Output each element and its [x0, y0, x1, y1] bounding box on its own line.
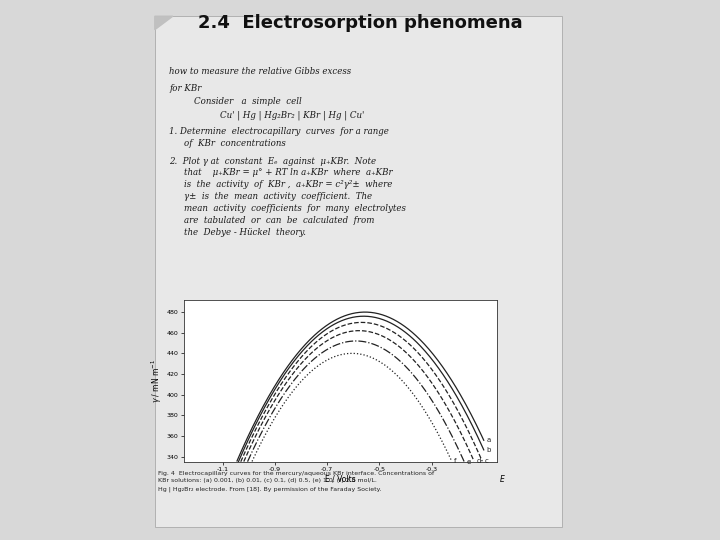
- Text: Cu' | Hg | Hg₂Br₂ | KBr | Hg | Cu': Cu' | Hg | Hg₂Br₂ | KBr | Hg | Cu': [220, 111, 364, 120]
- Text: KBr solutions: (a) 0.001, (b) 0.01, (c) 0.1, (d) 0.5, (e) 1.0, (f) 2.0 mol/L.: KBr solutions: (a) 0.001, (b) 0.01, (c) …: [158, 478, 377, 483]
- Text: that    μ₊KBr = μ° + RT ln a₊KBr  where  a₊KBr: that μ₊KBr = μ° + RT ln a₊KBr where a₊KB…: [184, 168, 392, 178]
- Text: c: c: [485, 458, 489, 464]
- Text: are  tabulated  or  can  be  calculated  from: are tabulated or can be calculated from: [184, 216, 374, 225]
- Text: Hg | Hg₂Br₂ electrode. From [18]. By permission of the Faraday Society.: Hg | Hg₂Br₂ electrode. From [18]. By per…: [158, 486, 382, 491]
- Text: mean  activity  coefficients  for  many  electrolytes: mean activity coefficients for many elec…: [184, 204, 405, 213]
- Text: e: e: [467, 458, 471, 465]
- Text: how to measure the relative Gibbs excess: how to measure the relative Gibbs excess: [169, 68, 351, 77]
- Text: b: b: [486, 447, 491, 453]
- Text: Fig. 4  Electrocapillary curves for the mercury/aqueous KBr interface. Concentra: Fig. 4 Electrocapillary curves for the m…: [158, 471, 435, 476]
- Text: is  the  activity  of  KBr ,  a₊KBr = c²γ²±  where: is the activity of KBr , a₊KBr = c²γ²± w…: [184, 180, 392, 190]
- Text: a: a: [486, 437, 490, 443]
- Polygon shape: [155, 16, 173, 30]
- Text: E: E: [500, 475, 505, 484]
- Text: 2.4  Electrosorption phenomena: 2.4 Electrosorption phenomena: [198, 14, 522, 31]
- Text: γ±  is  the  mean  activity  coefficient.  The: γ± is the mean activity coefficient. The: [184, 192, 372, 201]
- Text: Consider   a  simple  cell: Consider a simple cell: [194, 97, 302, 106]
- Text: d: d: [477, 458, 481, 464]
- Text: 1. Determine  electrocapillary  curves  for a range: 1. Determine electrocapillary curves for…: [169, 127, 389, 136]
- FancyBboxPatch shape: [155, 16, 562, 526]
- Text: of  KBr  concentrations: of KBr concentrations: [184, 139, 285, 148]
- X-axis label: E / Volts: E / Volts: [325, 474, 356, 483]
- Text: f: f: [454, 457, 456, 463]
- Text: the  Debye - Hückel  theory.: the Debye - Hückel theory.: [184, 228, 305, 237]
- Y-axis label: $\gamma$ / mN m$^{-1}$: $\gamma$ / mN m$^{-1}$: [150, 359, 164, 403]
- Text: for KBr: for KBr: [169, 84, 202, 93]
- Text: 2.  Plot γ at  constant  Eₑ  against  μ₊KBr.  Note: 2. Plot γ at constant Eₑ against μ₊KBr. …: [169, 157, 377, 166]
